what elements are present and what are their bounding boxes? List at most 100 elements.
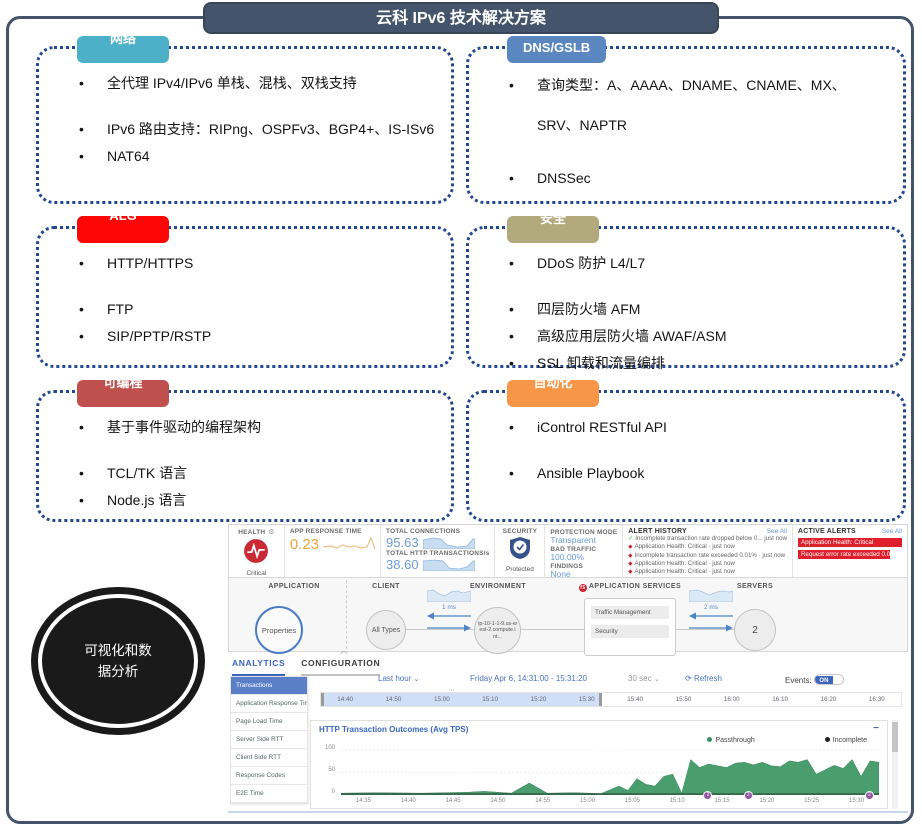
- page-title: 云科 IPv6 技术解决方案: [203, 2, 719, 34]
- event-badge[interactable]: 2: [864, 791, 874, 800]
- legend-passthrough: Passthrough: [707, 737, 755, 744]
- application-properties-node[interactable]: Properties: [255, 606, 303, 654]
- dashboard-tabs: ANALYTICS CONFIGURATION: [228, 652, 908, 676]
- refresh-icon: ⟳: [685, 674, 692, 683]
- protection-mode-panel: PROTECTION MODE Transparent BAD TRAFFIC …: [545, 525, 624, 579]
- application-services-card: Traffic Management Security: [584, 598, 676, 656]
- chevron-down-icon: ⌄: [653, 676, 660, 683]
- list-item: SIP/PPTP/RSTP: [69, 324, 435, 349]
- alert-diamond-icon: ◆: [628, 569, 633, 576]
- legend-incomplete: Incomplete: [824, 737, 867, 744]
- alert-diamond-icon: ◆: [628, 544, 633, 551]
- refresh-button[interactable]: ⟳ Refresh: [685, 674, 722, 683]
- list-item: SSL 卸载和流量编排: [499, 351, 887, 376]
- shield-icon: [509, 537, 530, 559]
- gear-icon[interactable]: ⚙: [268, 529, 275, 536]
- events-toggle[interactable]: ON: [813, 674, 844, 685]
- arrow-left-icon: [427, 612, 471, 620]
- service-row[interactable]: Traffic Management: [591, 606, 669, 619]
- menu-item-e2e-time[interactable]: E2E Time: [231, 785, 307, 803]
- y-tick: 100: [324, 745, 335, 751]
- chevron-down-icon: ⌄: [413, 676, 420, 683]
- dashboard-bottom-strip: [228, 811, 908, 813]
- tab-dns-gslb: DNS/GSLB: [507, 36, 607, 63]
- tps-plot: 2 2 2: [341, 747, 879, 800]
- client-latency-sparkline: [427, 589, 471, 602]
- chart-title: HTTP Transaction Outcomes (Avg TPS): [319, 725, 469, 734]
- list-item: Node.js 语言: [69, 488, 435, 513]
- health-panel[interactable]: HEALTH ⚙ Critical: [229, 525, 285, 577]
- response-time-sparkline: [323, 536, 376, 550]
- tab-analytics[interactable]: ANALYTICS: [232, 658, 286, 676]
- timeline-tick-labels: 14:40 14:50 15:00 15:10 15:20 15:30 15:40 15…: [337, 696, 885, 703]
- list-item: DDoS 防护 L4/L7: [499, 251, 887, 276]
- client-node[interactable]: All Types: [366, 610, 406, 650]
- tps-chart-card: HTTP Transaction Outcomes (Avg TPS) − Pa…: [310, 720, 888, 809]
- interval-select[interactable]: 30 sec ⌄: [628, 674, 660, 683]
- analytics-menu: Transactions Application Response Time P…: [230, 676, 308, 804]
- list-item: TCL/TK 语言: [69, 461, 435, 486]
- list-item: 全代理 IPv4/IPv6 单栈、混栈、双栈支持: [69, 71, 435, 96]
- alert-history-panel: ALERT HISTORY See All ✓ Incomplete transa…: [623, 525, 793, 577]
- ellipse-line2: 据分析: [97, 664, 139, 679]
- scrollbar-thumb[interactable]: [892, 722, 898, 752]
- menu-item-app-response-time[interactable]: Application Response Time: [231, 695, 307, 713]
- health-status: Critical: [246, 570, 267, 577]
- f5-logo: f5: [578, 584, 587, 592]
- topology-map: APPLICATION CLIENT ENVIRONMENT f5 APPLICA…: [228, 578, 908, 656]
- findings-value: None: [550, 569, 571, 579]
- list-item: HTTP/HTTPS: [69, 251, 435, 276]
- list-item: IPv6 路由支持：RIPng、OSPFv3、BGP4+、IS-ISv6: [69, 117, 435, 142]
- feature-box-alg: ALG HTTP/HTTPS FTP SIP/PPTP/RSTP: [36, 216, 454, 368]
- list-item: FTP: [69, 297, 435, 322]
- tab-automation: 自动化: [507, 380, 599, 407]
- feature-box-network: 网络 全代理 IPv4/IPv6 单栈、混栈、双栈支持 IPv6 路由支持：RI…: [36, 36, 454, 204]
- service-row[interactable]: Security: [591, 625, 669, 638]
- tab-configuration[interactable]: CONFIGURATION: [301, 658, 381, 676]
- list-item: NAT64: [69, 144, 435, 169]
- feature-box-security: 安全 DDoS 防护 L4/L7 四层防火墙 AFM 高级应用层防火墙 AWAF…: [466, 216, 906, 376]
- menu-item-transactions[interactable]: Transactions: [231, 677, 307, 695]
- alert-history-row: ◆ Application Health: Critical · just now: [628, 568, 735, 576]
- tps-area-svg: [341, 749, 879, 795]
- menu-item-page-load-time[interactable]: Page Load Time: [231, 713, 307, 731]
- range-handle-right[interactable]: [599, 693, 603, 706]
- range-handle-left[interactable]: [321, 693, 324, 706]
- alert-history-see-all-link[interactable]: See All: [766, 528, 787, 535]
- analytics-dashboard: HEALTH ⚙ Critical APP RESPONSE TIME 0.23 …: [228, 524, 908, 813]
- event-badge[interactable]: 2: [743, 791, 753, 800]
- selected-time-range[interactable]: [321, 693, 600, 706]
- arrow-left-icon: [689, 612, 733, 620]
- chart-scrollbar[interactable]: [892, 720, 898, 809]
- tab-alg: ALG: [77, 216, 169, 243]
- active-alerts-see-all-link[interactable]: See All: [881, 528, 902, 535]
- range-select[interactable]: Last hour ⌄: [378, 674, 420, 683]
- bad-traffic-value: 100.00%: [550, 552, 584, 562]
- alert-history-row: ◆ Application Health: Critical · just now: [628, 543, 735, 551]
- list-item: DNSSec: [499, 166, 887, 191]
- active-alert-badge[interactable]: Application Health: Critical: [797, 538, 902, 547]
- arrow-right-icon: [427, 624, 471, 632]
- security-panel[interactable]: SECURITY Protected: [495, 525, 546, 577]
- menu-item-client-side-rtt[interactable]: Client Side RTT: [231, 749, 307, 767]
- chevron-up-icon: ︿: [340, 646, 348, 655]
- collapse-icon[interactable]: −: [873, 723, 879, 734]
- time-range-slider[interactable]: ⋯ 14:40 14:50 15:00 15:10 15:20 15:30 15:40…: [320, 688, 902, 707]
- totals-panel[interactable]: TOTAL CONNECTIONS 95.63 TOTAL HTTP TRANS…: [381, 525, 496, 577]
- active-alert-badge[interactable]: Request error rate exceeded 0.05%: [797, 550, 890, 559]
- app-response-time-panel[interactable]: APP RESPONSE TIME 0.23: [285, 525, 382, 577]
- menu-item-response-codes[interactable]: Response Codes: [231, 767, 307, 785]
- servers-node[interactable]: 2: [734, 609, 776, 651]
- tab-programmable: 可编程: [77, 380, 169, 407]
- environment-node[interactable]: ip-10-1-1-9.us-west-2.compute.int...: [474, 607, 521, 654]
- visualization-ellipse: 可视化和数 据分析: [38, 594, 198, 728]
- x-tick-labels: 14:35 14:40 14:45 14:50 14:55 15:00 15:05 15…: [355, 798, 865, 804]
- latency-label: 1 ms: [441, 604, 457, 611]
- event-badge[interactable]: 2: [703, 791, 713, 800]
- check-icon: ✓: [628, 536, 634, 542]
- server-latency-sparkline: [689, 589, 733, 602]
- range-grip[interactable]: ⋯: [448, 688, 455, 694]
- menu-item-server-side-rtt[interactable]: Server Side RTT: [231, 731, 307, 749]
- list-item: 查询类型：A、AAAA、DNAME、CNAME、MX、SRV、NAPTR: [499, 65, 874, 145]
